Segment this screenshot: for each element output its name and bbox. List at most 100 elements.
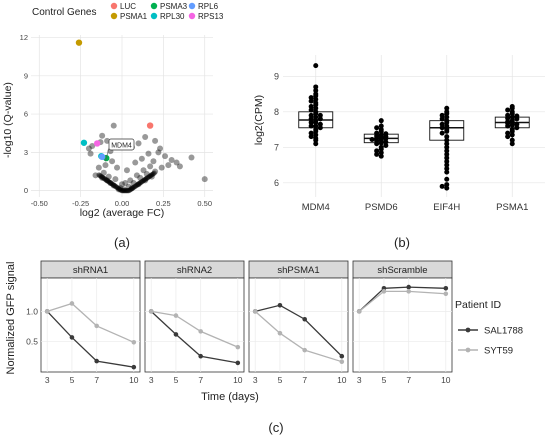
y-tick-label-a: 9 [24, 71, 28, 80]
line-facet-panel: shRNA1 3 5 7 10 0.5 1.0 shRNA2 3 5 7 10 shPSMA1 3 5 7 10… [5, 260, 523, 435]
x-axis-label-a: log2 (average FC) [80, 207, 165, 219]
data-point [317, 125, 323, 131]
series-point-syt59 [173, 313, 179, 318]
data-point [135, 181, 141, 188]
facet-shpsma1: shPSMA1 3 5 7 10 [248, 260, 349, 385]
data-point [124, 188, 130, 194]
series-line-sal1788 [358, 286, 446, 312]
x-tick-label-c: 7 [94, 375, 99, 385]
data-point [130, 185, 136, 191]
panel-label-c: (c) [268, 420, 283, 435]
data-point [92, 172, 99, 179]
data-point [130, 179, 137, 186]
x-tick-label-b: PSMD6 [365, 202, 398, 213]
x-tick-label-c: 7 [198, 375, 203, 385]
legend-swatch-rpl30 [150, 12, 158, 20]
data-point [123, 167, 130, 174]
x-tick-label-c: 3 [253, 375, 258, 385]
data-point [444, 114, 450, 120]
data-point [131, 184, 137, 190]
series-point-syt59 [339, 359, 345, 364]
data-point [125, 183, 132, 190]
data-point [176, 163, 183, 170]
x-tick-label-c: 3 [357, 375, 362, 385]
data-point [313, 137, 319, 143]
data-point [142, 134, 149, 141]
panel-label-a: (a) [114, 235, 130, 250]
data-point [134, 182, 140, 188]
data-point [378, 128, 384, 134]
x-tick-label-a: 0.50 [197, 199, 212, 208]
data-point [145, 150, 152, 157]
data-point [313, 119, 319, 125]
series-point-syt59 [277, 330, 283, 336]
data-point [127, 187, 133, 193]
legend-dot-sal1788 [465, 327, 471, 333]
data-point [137, 180, 144, 186]
data-point [378, 123, 384, 129]
data-point [509, 111, 515, 117]
data-point [149, 172, 155, 178]
series-point-sal1788 [339, 353, 345, 359]
data-point [87, 150, 94, 157]
data-point [129, 185, 135, 191]
data-point [374, 125, 380, 131]
data-point [509, 128, 515, 134]
data-point [142, 176, 148, 182]
x-tick-label-c: 5 [174, 375, 179, 385]
data-point [444, 141, 450, 147]
data-point [308, 130, 314, 136]
data-point [313, 93, 319, 99]
data-point [109, 158, 116, 165]
data-point [121, 188, 127, 194]
data-point [128, 186, 134, 192]
data-point [165, 162, 172, 169]
y-tick-label-b: 9 [274, 71, 279, 81]
x-tick-label-c: 10 [129, 375, 139, 385]
data-point [138, 155, 145, 162]
data-point [509, 122, 515, 128]
data-point [514, 116, 520, 122]
series-point-sal1788 [173, 332, 179, 337]
data-point [505, 134, 511, 140]
boxes-b [298, 63, 530, 191]
data-point [114, 184, 120, 190]
x-tick-label-a: 0.00 [115, 199, 130, 208]
series-line-sal1788 [46, 310, 134, 368]
data-point [128, 186, 135, 192]
data-point [121, 188, 128, 194]
data-point [444, 123, 450, 129]
data-point [119, 181, 125, 188]
data-point [104, 177, 111, 184]
data-point [143, 176, 149, 182]
facet-plot-area [352, 277, 453, 373]
data-point [514, 121, 520, 127]
data-point [173, 159, 180, 166]
data-point [444, 162, 450, 168]
data-point [148, 172, 154, 178]
data-point [313, 102, 319, 108]
data-point [133, 182, 139, 189]
legend-c-title: Patient ID [455, 299, 502, 311]
data-point [132, 183, 138, 190]
data-point [439, 121, 445, 127]
data-point [146, 174, 152, 180]
data-point [313, 123, 319, 129]
data-point [135, 181, 142, 188]
legend-label-psma3: PSMA3 [160, 2, 188, 11]
data-point [168, 157, 175, 164]
series-point-sal1788 [302, 316, 307, 322]
legend-label-psma1: PSMA1 [120, 12, 148, 21]
series-point-sal1788 [277, 302, 283, 308]
data-point [142, 177, 149, 184]
data-point [313, 111, 319, 117]
data-point [124, 188, 130, 194]
data-point [114, 164, 121, 171]
data-point [444, 159, 450, 164]
grid-a [31, 35, 213, 197]
data-point [120, 188, 126, 194]
data-point [119, 188, 125, 194]
data-point [378, 153, 384, 159]
x-tick-label-b: EIF4H [433, 202, 460, 213]
data-point [130, 184, 137, 191]
